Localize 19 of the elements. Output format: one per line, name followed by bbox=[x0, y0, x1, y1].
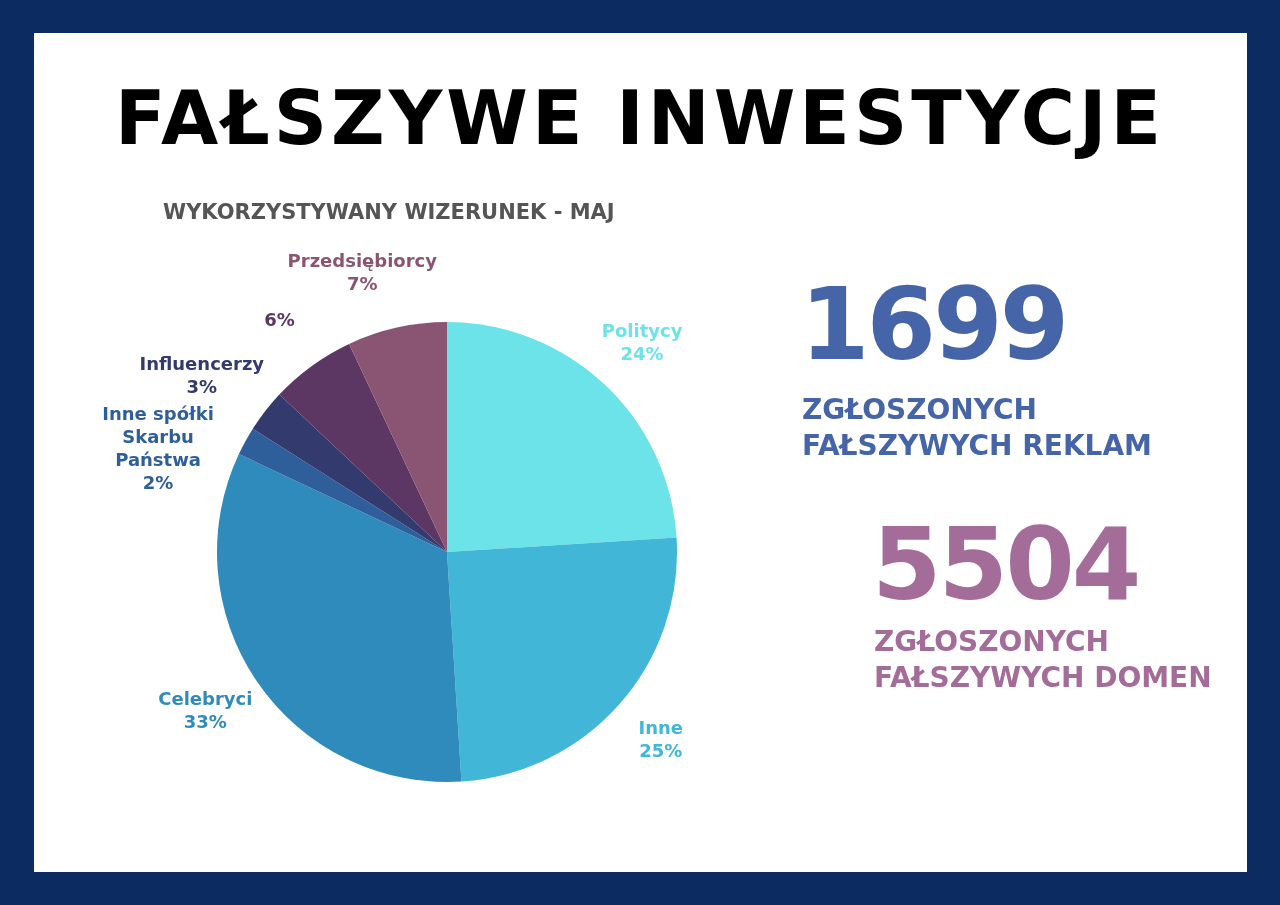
slice-label: Inne bbox=[638, 716, 684, 738]
text: ZGŁOSZONYCH FAŁSZYWYCH DOMEN bbox=[874, 624, 1213, 696]
data-label: 7% bbox=[347, 273, 378, 295]
slice-label: Inne spółki Skarbu Państwa bbox=[102, 403, 214, 471]
data-label: 25% bbox=[639, 739, 683, 761]
slice-label: Przedsiębiorcy bbox=[287, 250, 438, 272]
text: 5504 bbox=[872, 506, 1139, 623]
data-label: 2% bbox=[142, 472, 174, 494]
data-label: 33% bbox=[183, 711, 227, 733]
chart-title: FAŁSZYWE INWESTYCJE bbox=[113, 75, 1167, 161]
text: 1699 bbox=[800, 266, 1067, 383]
data-label: 24% bbox=[620, 343, 664, 365]
data-label: 6% bbox=[264, 309, 295, 331]
text: ZGŁOSZONYCH FAŁSZYWYCH REKLAM bbox=[802, 392, 1153, 464]
slice-label: Influencerzy bbox=[139, 353, 265, 375]
slice-label: Politycy bbox=[601, 320, 683, 342]
slice-label: Celebryci bbox=[158, 688, 253, 710]
chart-subtitle: WYKORZYSTYWANY WIZERUNEK - MAJ bbox=[163, 200, 615, 224]
data-label: 3% bbox=[186, 376, 218, 398]
